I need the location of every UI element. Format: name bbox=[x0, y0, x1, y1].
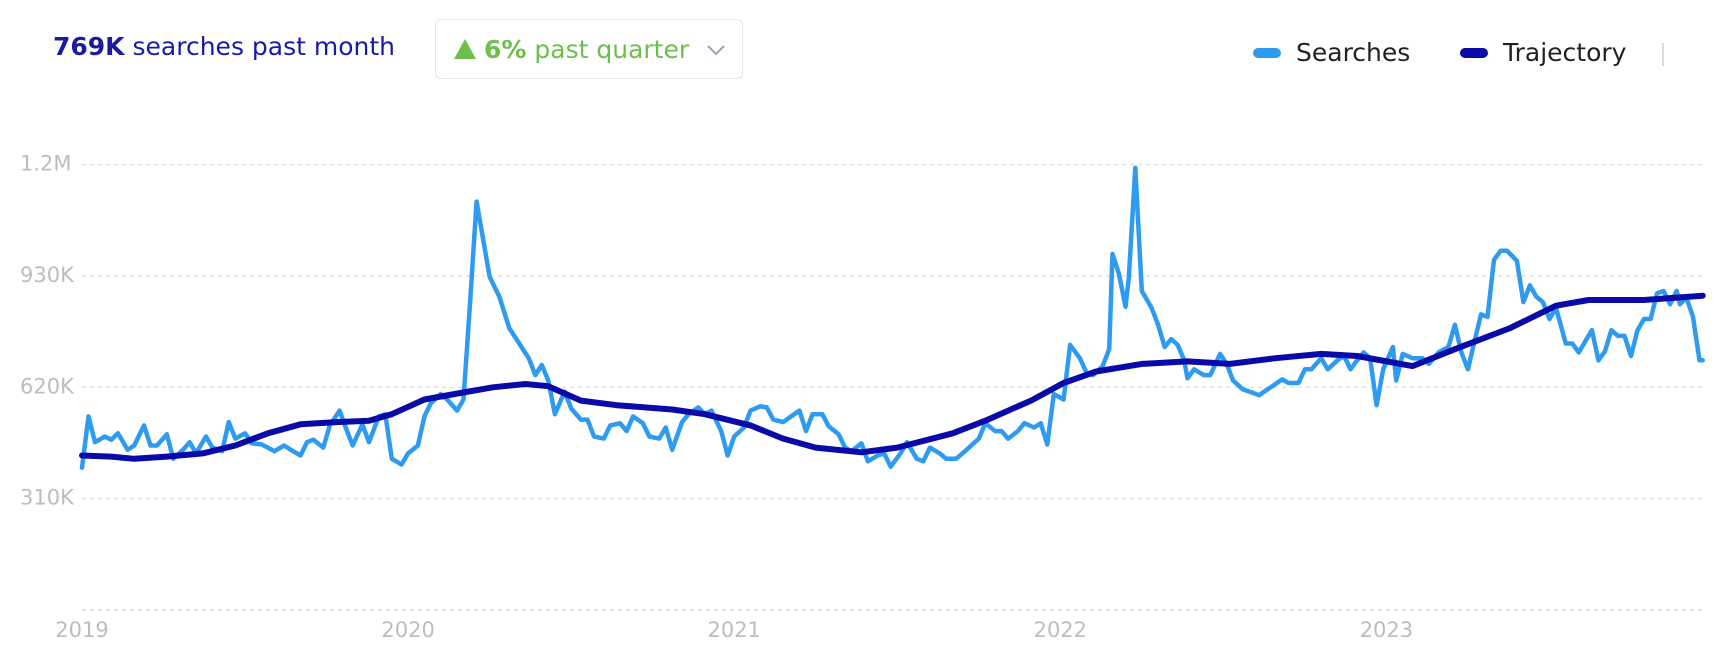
legend-label: Trajectory bbox=[1502, 38, 1627, 67]
volume-text: searches past month bbox=[132, 32, 396, 61]
headline: 769K searches past month bbox=[53, 32, 395, 61]
x-tick-label: 2019 bbox=[55, 618, 108, 642]
x-tick-label: 2022 bbox=[1034, 618, 1087, 642]
legend-swatch bbox=[1253, 48, 1281, 58]
growth-label: 6% past quarter bbox=[484, 35, 689, 64]
chevron bbox=[707, 45, 725, 56]
y-tick-label: 930K bbox=[20, 263, 75, 287]
legend-label: Searches bbox=[1296, 38, 1410, 67]
x-tick-label: 2020 bbox=[381, 618, 434, 642]
y-tick-label: 310K bbox=[20, 486, 75, 510]
series-line bbox=[79, 165, 1705, 470]
y-tick-label: 620K bbox=[20, 374, 75, 398]
up-arrow bbox=[454, 39, 476, 59]
series-line bbox=[79, 292, 1706, 462]
legend-swatch bbox=[1460, 48, 1488, 58]
growth: 6% bbox=[484, 35, 527, 64]
growth-text: past quarter bbox=[534, 35, 690, 64]
growth-dropdown[interactable]: 6% past quarter bbox=[435, 19, 743, 79]
x-tick-label: 2021 bbox=[707, 618, 760, 642]
y-tick-label: 1.2M bbox=[20, 152, 72, 176]
x-tick-label: 2023 bbox=[1360, 618, 1413, 642]
volume: 769K bbox=[53, 32, 125, 61]
